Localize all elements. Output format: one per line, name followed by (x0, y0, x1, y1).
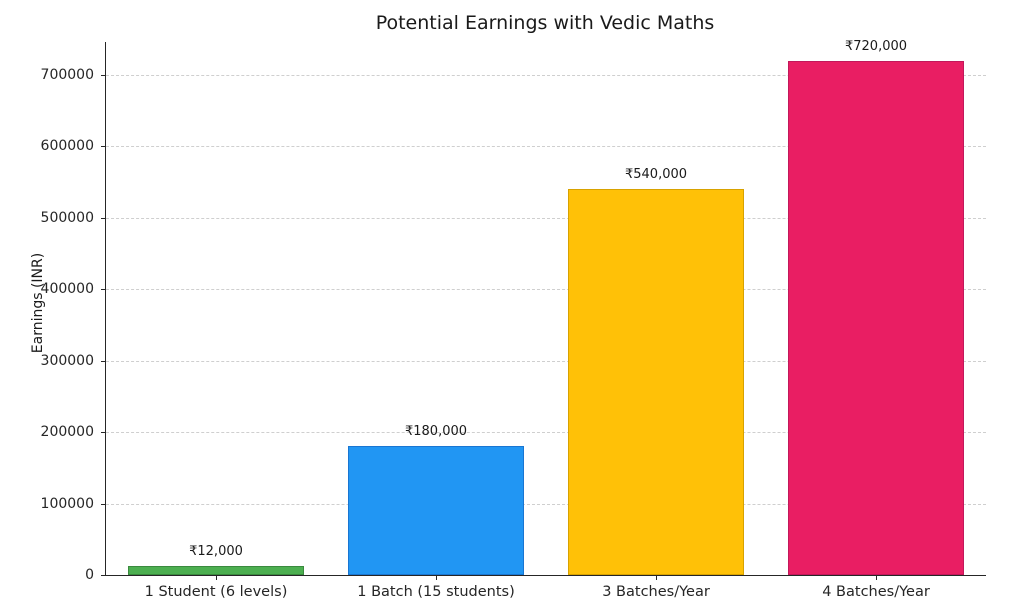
bar (128, 566, 304, 575)
y-tick-mark (101, 74, 106, 76)
x-tick-label: 1 Batch (15 students) (357, 584, 515, 600)
bar-value-label: ₹12,000 (189, 544, 243, 560)
x-tick-label: 3 Batches/Year (602, 584, 710, 600)
y-tick-label: 700000 (40, 66, 94, 83)
bar (568, 189, 744, 575)
bar-value-label: ₹720,000 (844, 38, 908, 54)
x-tick-mark (876, 575, 877, 580)
y-tick-label: 100000 (40, 495, 94, 512)
y-axis-label: Earnings (INR) (30, 252, 46, 354)
y-tick-label: 500000 (40, 209, 94, 226)
y-tick-mark (101, 360, 106, 362)
x-tick-mark (216, 575, 217, 580)
chart-title: Potential Earnings with Vedic Maths (375, 12, 715, 34)
gridline (106, 360, 986, 362)
bar (788, 60, 964, 575)
y-tick-mark (101, 432, 106, 434)
bar-value-label: ₹180,000 (404, 424, 468, 440)
y-tick-label: 300000 (40, 352, 94, 369)
gridline (106, 217, 986, 219)
x-tick-mark (436, 575, 437, 580)
y-tick-mark (101, 146, 106, 148)
bar-value-label: ₹540,000 (624, 167, 688, 183)
y-tick-mark (101, 575, 106, 576)
gridline (106, 289, 986, 291)
y-tick-mark (101, 289, 106, 291)
y-tick-mark (101, 503, 106, 505)
bar (348, 446, 524, 575)
x-tick-label: 1 Student (6 levels) (144, 584, 288, 600)
y-tick-label: 400000 (40, 281, 94, 298)
x-tick-label: 4 Batches/Year (822, 584, 930, 600)
gridline (106, 503, 986, 505)
y-tick-label: 0 (85, 567, 94, 583)
gridline (106, 146, 986, 148)
gridline (106, 432, 986, 434)
gridline (106, 74, 986, 76)
y-tick-label: 600000 (40, 138, 94, 155)
x-tick-mark (656, 575, 657, 580)
y-tick-mark (101, 217, 106, 219)
plot-area: 0 100000 200000 300000 400000 500000 600000 700… (41, 38, 986, 600)
y-tick-label: 200000 (40, 424, 94, 441)
